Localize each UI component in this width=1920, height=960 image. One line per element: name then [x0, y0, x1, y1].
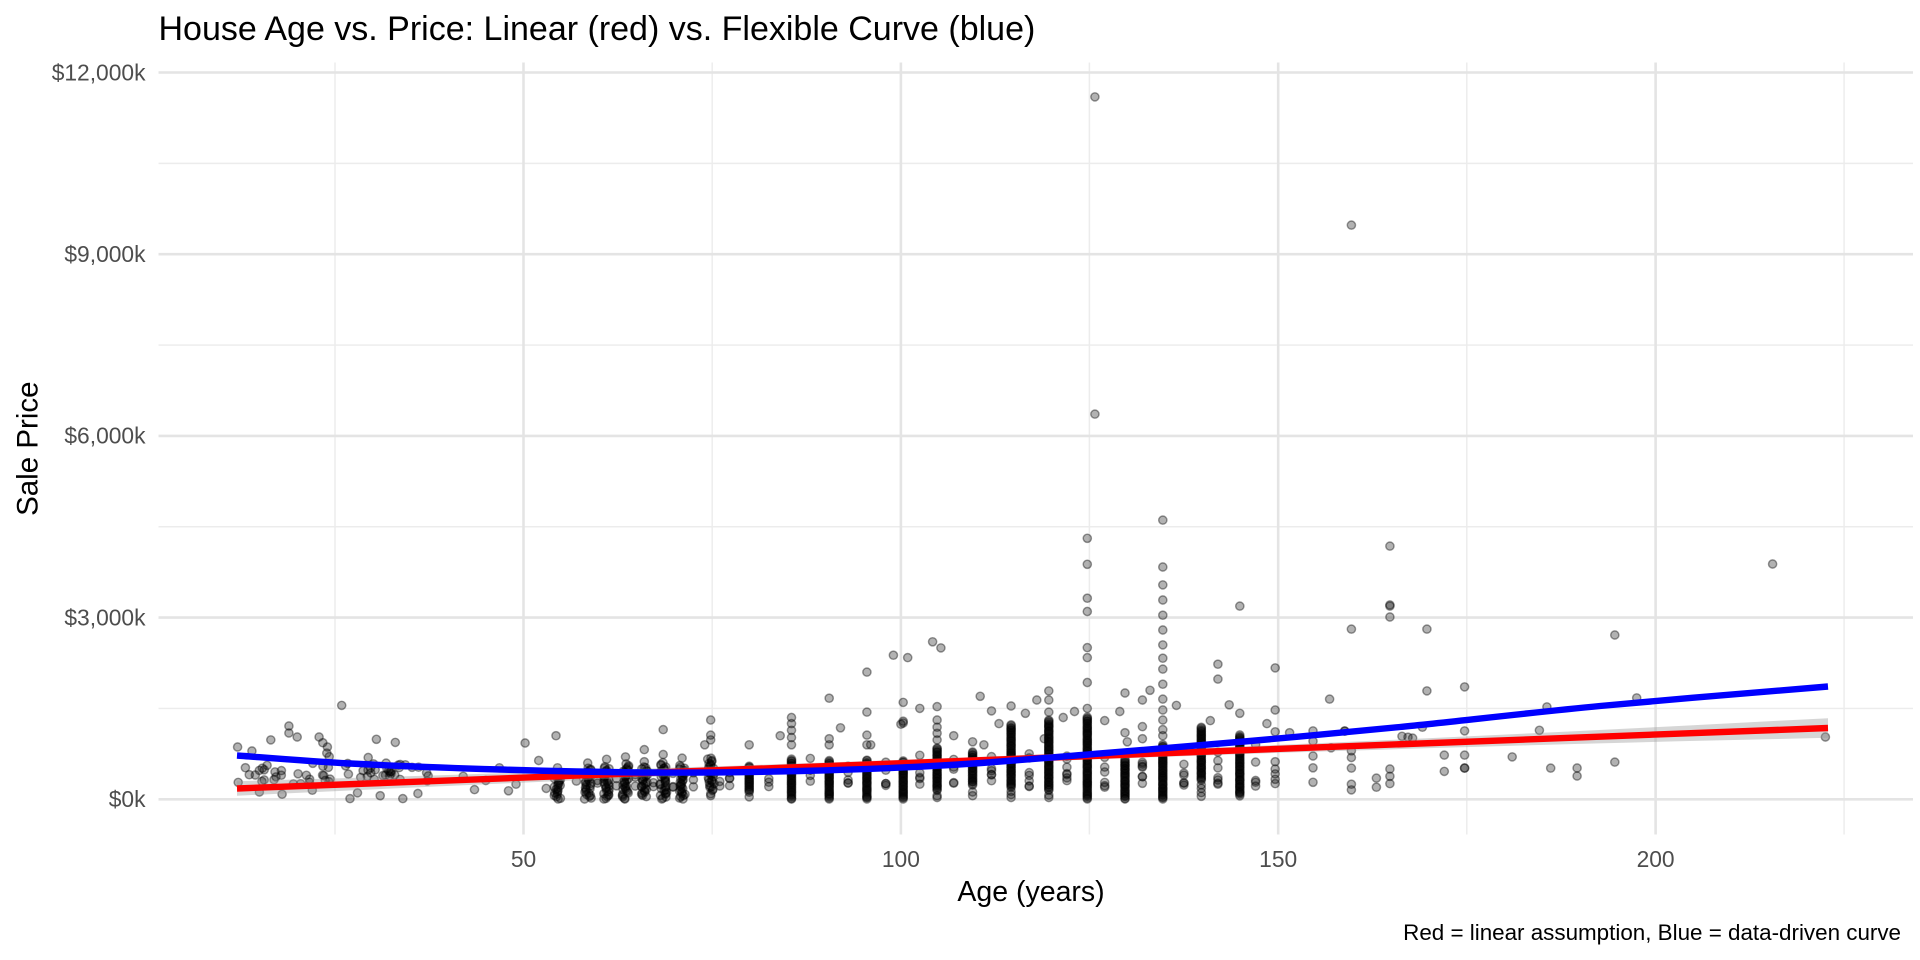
- svg-text:$12,000k: $12,000k: [52, 59, 146, 85]
- svg-text:100: 100: [882, 846, 920, 872]
- svg-text:Red = linear assumption, Blue: Red = linear assumption, Blue = data-dri…: [1403, 920, 1901, 945]
- svg-text:$9,000k: $9,000k: [64, 241, 146, 267]
- svg-text:$3,000k: $3,000k: [64, 604, 146, 630]
- svg-text:$6,000k: $6,000k: [64, 423, 146, 449]
- svg-text:Age (years): Age (years): [957, 876, 1104, 908]
- svg-text:50: 50: [511, 846, 536, 872]
- svg-text:200: 200: [1637, 846, 1675, 872]
- svg-text:House Age vs. Price: Linear (r: House Age vs. Price: Linear (red) vs. Fl…: [159, 10, 1036, 48]
- svg-text:$0k: $0k: [109, 786, 146, 812]
- svg-text:150: 150: [1259, 846, 1297, 872]
- svg-text:Sale Price: Sale Price: [12, 381, 45, 515]
